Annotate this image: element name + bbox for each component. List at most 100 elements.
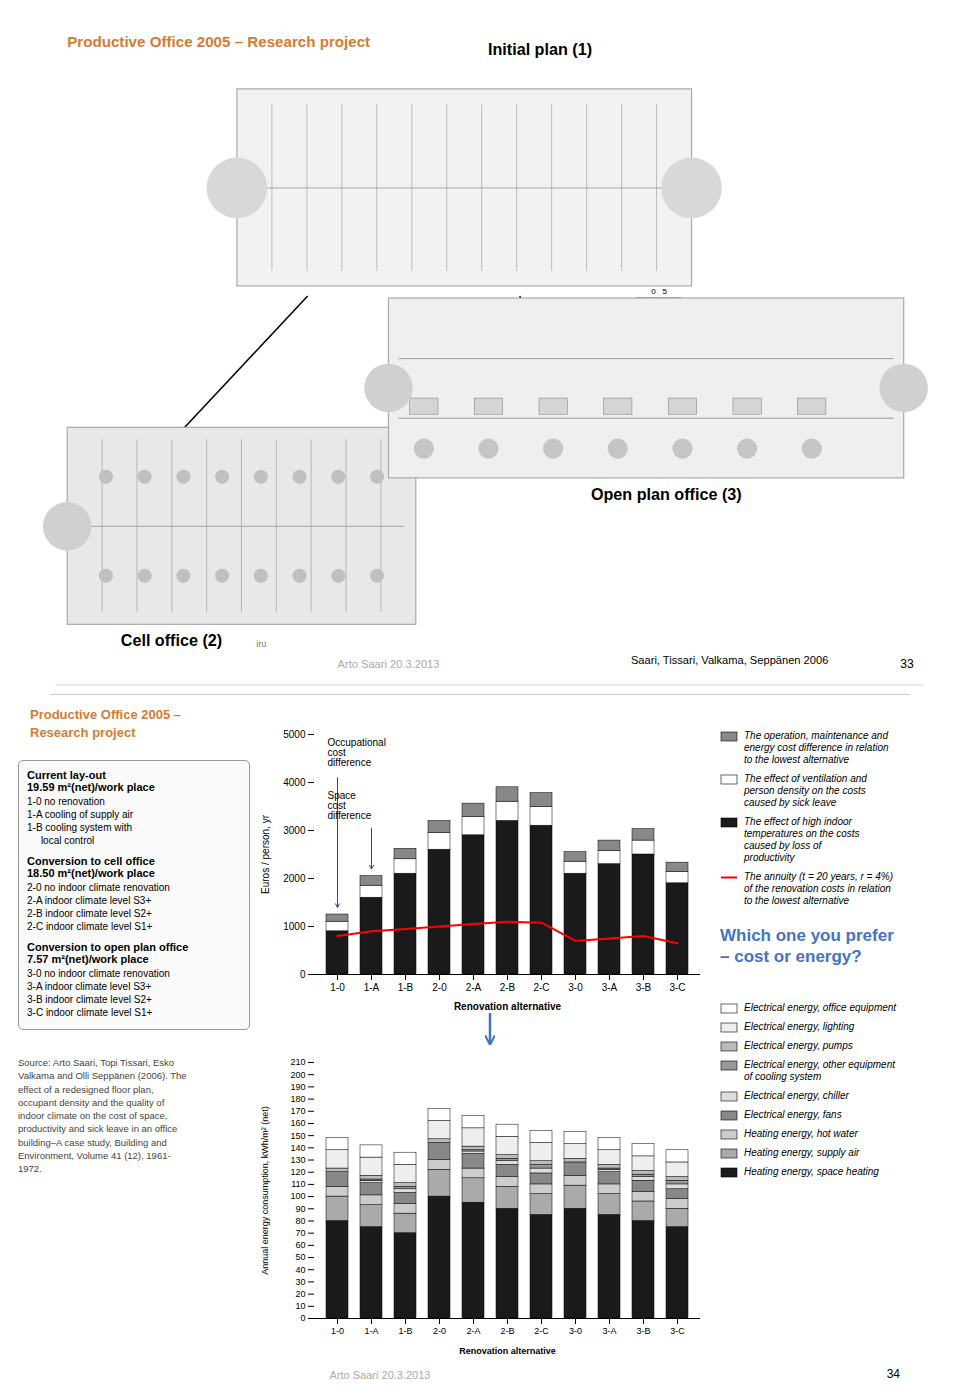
svg-text:2-C: 2-C xyxy=(534,1326,549,1336)
svg-text:3-A: 3-A xyxy=(602,1326,616,1336)
svg-text:3-B: 3-B xyxy=(636,982,652,993)
html-text:3-0 no indoor climate renovati: 3-0 no indoor climate renovation xyxy=(27,968,170,979)
svg-text:4000: 4000 xyxy=(283,777,306,788)
svg-text:80: 80 xyxy=(295,1216,305,1226)
svg-text:3000: 3000 xyxy=(283,825,306,836)
svg-text:2-A: 2-A xyxy=(466,1326,480,1336)
html-text:Electrical energy, fans: Electrical energy, fans xyxy=(744,1108,842,1120)
html-text:Arto Saari 20.3.2013: Arto Saari 20.3.2013 xyxy=(329,1369,431,1381)
svg-text:2000: 2000 xyxy=(283,873,306,884)
html-text:Heating energy, space heating: Heating energy, space heating xyxy=(744,1165,879,1177)
html-text:Which one you prefer – cost or: Which one you prefer – cost or energy? xyxy=(720,926,894,967)
svg-text:170: 170 xyxy=(290,1106,305,1116)
svg-text:5000: 5000 xyxy=(283,729,306,740)
svg-text:Spacecostdifference: Spacecostdifference xyxy=(328,790,372,821)
svg-text:210: 210 xyxy=(290,1057,305,1067)
svg-text:40: 40 xyxy=(295,1265,305,1275)
svg-text:20: 20 xyxy=(295,1289,305,1299)
svg-text:33: 33 xyxy=(900,657,914,671)
html-text:Source: Arto Saari, Topi Tissa: Source: Arto Saari, Topi Tissari, Esko V… xyxy=(18,1057,187,1175)
svg-text:Open plan office (3): Open plan office (3) xyxy=(591,485,742,503)
svg-text:3-C: 3-C xyxy=(669,982,685,993)
html-text:2-A indoor climate level S3+: 2-A indoor climate level S3+ xyxy=(27,895,152,906)
html-text:Heating energy, supply air: Heating energy, supply air xyxy=(744,1146,860,1158)
svg-text:1-B: 1-B xyxy=(398,982,414,993)
html-text:Conversion to open plan office: Conversion to open plan office xyxy=(27,941,189,953)
html-text:2-0 no indoor climate renovati: 2-0 no indoor climate renovation xyxy=(27,882,170,893)
svg-text:3-0: 3-0 xyxy=(569,1326,582,1336)
svg-text:3-A: 3-A xyxy=(602,982,618,993)
svg-text:60: 60 xyxy=(295,1240,305,1250)
svg-text:2-B: 2-B xyxy=(500,1326,514,1336)
svg-text:1000: 1000 xyxy=(283,921,306,932)
html-text:Electrical energy, lighting: Electrical energy, lighting xyxy=(744,1020,855,1032)
svg-text:Arto Saari 20.3.2013: Arto Saari 20.3.2013 xyxy=(338,658,440,670)
svg-text:200: 200 xyxy=(290,1070,305,1080)
svg-text:160: 160 xyxy=(290,1118,305,1128)
svg-text:Renovation alternative: Renovation alternative xyxy=(454,1001,562,1012)
svg-text:Saari, Tissari, Valkama, Seppä: Saari, Tissari, Valkama, Seppänen 2006 xyxy=(631,654,828,666)
svg-text:50: 50 xyxy=(295,1252,305,1262)
html-text:The annuity (t = 20 years, r =: The annuity (t = 20 years, r = 4%) of th… xyxy=(744,871,893,906)
svg-text:190: 190 xyxy=(290,1082,305,1092)
svg-text:2-0: 2-0 xyxy=(432,982,447,993)
svg-text:30: 30 xyxy=(295,1277,305,1287)
svg-text:110: 110 xyxy=(291,1179,305,1189)
svg-text:1-B: 1-B xyxy=(398,1326,412,1336)
svg-text:2-A: 2-A xyxy=(466,982,482,993)
svg-text:120: 120 xyxy=(290,1167,305,1177)
html-text:The operation, maintenance and: The operation, maintenance and energy co… xyxy=(744,730,889,765)
html-text:Current lay-out: Current lay-out xyxy=(27,769,106,781)
html-text:Electrical energy, other equip: Electrical energy, other equipment of co… xyxy=(744,1058,895,1082)
svg-text:3-0: 3-0 xyxy=(568,982,583,993)
svg-text:1-0: 1-0 xyxy=(331,1326,344,1336)
svg-text:Occupationalcostdifference: Occupationalcostdifference xyxy=(328,737,386,768)
html-text:Productive Office 2005 – Resea: Productive Office 2005 – Research projec… xyxy=(30,707,181,741)
svg-text:180: 180 xyxy=(290,1094,305,1104)
svg-text:3-B: 3-B xyxy=(636,1326,650,1336)
html-text:34: 34 xyxy=(886,1367,900,1381)
svg-text:10: 10 xyxy=(295,1301,305,1311)
html-text:19.59 m²(net)/work place: 19.59 m²(net)/work place xyxy=(27,781,155,793)
html-text:3-B indoor climate level S2+: 3-B indoor climate level S2+ xyxy=(27,994,152,1005)
svg-text:130: 130 xyxy=(290,1155,305,1165)
svg-text:2-B: 2-B xyxy=(500,982,516,993)
html-text:Electrical energy, chiller: Electrical energy, chiller xyxy=(744,1089,849,1101)
svg-text:140: 140 xyxy=(290,1143,305,1153)
html-text:7.57 m²(net)/work place: 7.57 m²(net)/work place xyxy=(27,953,149,965)
svg-text:0: 0 xyxy=(300,969,306,980)
svg-text:150: 150 xyxy=(290,1131,305,1141)
svg-text:Annual energy consumption, kWh: Annual energy consumption, kWh/m² (net) xyxy=(260,1106,270,1275)
html-text:The effect of high indoor temp: The effect of high indoor temperatures o… xyxy=(744,816,860,863)
svg-text:0 5: 0 5 xyxy=(651,287,667,296)
svg-text:Productive Office 2005 – Resea: Productive Office 2005 – Research projec… xyxy=(67,33,370,50)
svg-text:100: 100 xyxy=(290,1191,305,1201)
svg-text:2-0: 2-0 xyxy=(433,1326,446,1336)
svg-text:2-C: 2-C xyxy=(533,982,549,993)
svg-text:3-C: 3-C xyxy=(670,1326,685,1336)
svg-text:Euros / person, yr: Euros / person, yr xyxy=(260,814,271,894)
svg-text:90: 90 xyxy=(295,1204,305,1214)
html-text:2-C indoor climate level S1+: 2-C indoor climate level S1+ xyxy=(27,921,153,932)
svg-text:1-0: 1-0 xyxy=(330,982,345,993)
html-text:Heating energy, hot water: Heating energy, hot water xyxy=(744,1127,858,1139)
svg-text:0: 0 xyxy=(300,1313,305,1323)
svg-text:1-A: 1-A xyxy=(364,982,380,993)
svg-text:70: 70 xyxy=(295,1228,305,1238)
html-text:3-A indoor climate level S3+: 3-A indoor climate level S3+ xyxy=(27,981,152,992)
svg-text:1-A: 1-A xyxy=(364,1326,378,1336)
html-text:1-B cooling system with: 1-B cooling system with xyxy=(27,822,132,833)
html-text:The effect of ventilation and: The effect of ventilation and person den… xyxy=(744,773,867,808)
html-text:2-B indoor climate level S2+: 2-B indoor climate level S2+ xyxy=(27,908,152,919)
html-text:local control: local control xyxy=(27,835,95,846)
html-text:Electrical energy, pumps: Electrical energy, pumps xyxy=(744,1039,853,1051)
svg-text:Initial plan (1): Initial plan (1) xyxy=(488,40,592,58)
html-text:Conversion to cell office: Conversion to cell office xyxy=(27,855,155,867)
svg-text:Cell office (2): Cell office (2) xyxy=(121,631,222,649)
html-text:1-0 no renovation: 1-0 no renovation xyxy=(27,796,105,807)
svg-text:iru: iru xyxy=(256,639,266,649)
html-text:18.50 m²(net)/work place: 18.50 m²(net)/work place xyxy=(27,867,155,879)
svg-text:Renovation alternative: Renovation alternative xyxy=(459,1346,556,1356)
html-text:Electrical energy, office equi: Electrical energy, office equipment xyxy=(744,1001,897,1013)
html-text:1-A cooling of supply air: 1-A cooling of supply air xyxy=(27,809,134,820)
